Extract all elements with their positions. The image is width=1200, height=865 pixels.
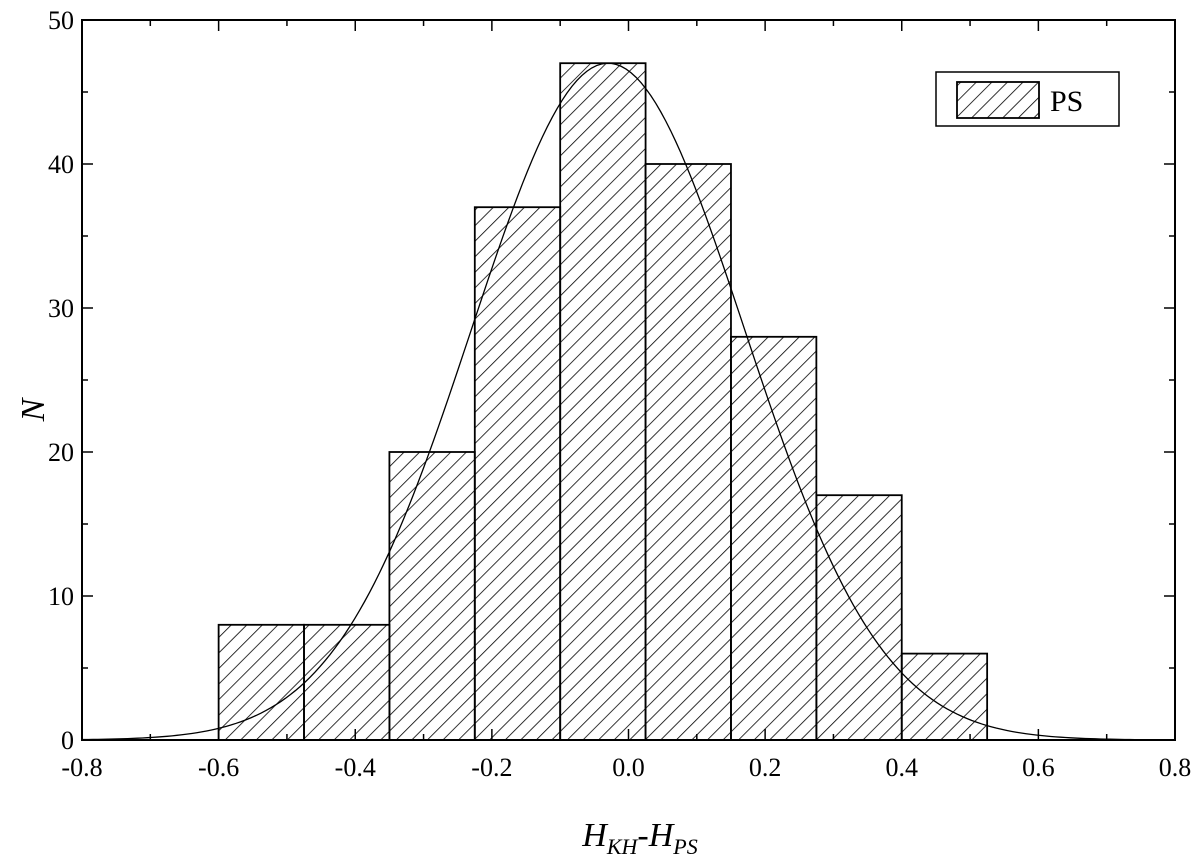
y-tick-label: 40 (48, 150, 74, 179)
histogram-bar (900, 652, 989, 741)
x-tick-label: -0.2 (471, 753, 512, 782)
legend-swatch (956, 81, 1040, 119)
y-tick-label: 50 (48, 6, 74, 35)
x-tick-label: -0.6 (198, 753, 239, 782)
x-tick-label: -0.8 (61, 753, 102, 782)
histogram-bar (388, 451, 476, 741)
legend-label: PS (1050, 85, 1083, 118)
histogram-bar (217, 623, 305, 741)
x-axis-title: HKH-HPS (581, 817, 697, 859)
histogram-bar (559, 62, 647, 741)
x-tick-label: 0.6 (1022, 753, 1055, 782)
histogram-bars (217, 62, 989, 741)
histogram-bar (644, 163, 732, 741)
x-tick-label: 0.8 (1159, 753, 1192, 782)
legend: PS (935, 71, 1120, 127)
histogram-bar (730, 335, 818, 741)
y-tick-label: 20 (48, 438, 74, 467)
x-tick-label: 0.4 (886, 753, 919, 782)
y-tick-label: 10 (48, 582, 74, 611)
y-tick-label: 0 (61, 726, 74, 755)
x-tick-label: 0.0 (612, 753, 645, 782)
axis-ticks (81, 19, 1176, 741)
y-tick-label: 30 (48, 294, 74, 323)
x-tick-label: -0.4 (335, 753, 376, 782)
x-tick-label: 0.2 (749, 753, 782, 782)
histogram-bar (473, 206, 562, 741)
histogram-bar (815, 494, 903, 741)
y-axis-title: N (15, 396, 52, 422)
histogram-bar (303, 623, 391, 741)
normal-fit-curve (81, 62, 1155, 741)
y-tick-labels: 0 10 20 30 40 50 (48, 6, 74, 755)
x-tick-labels: -0.8 -0.6 -0.4 -0.2 0.0 0.2 0.4 0.6 0.8 (61, 753, 1191, 782)
